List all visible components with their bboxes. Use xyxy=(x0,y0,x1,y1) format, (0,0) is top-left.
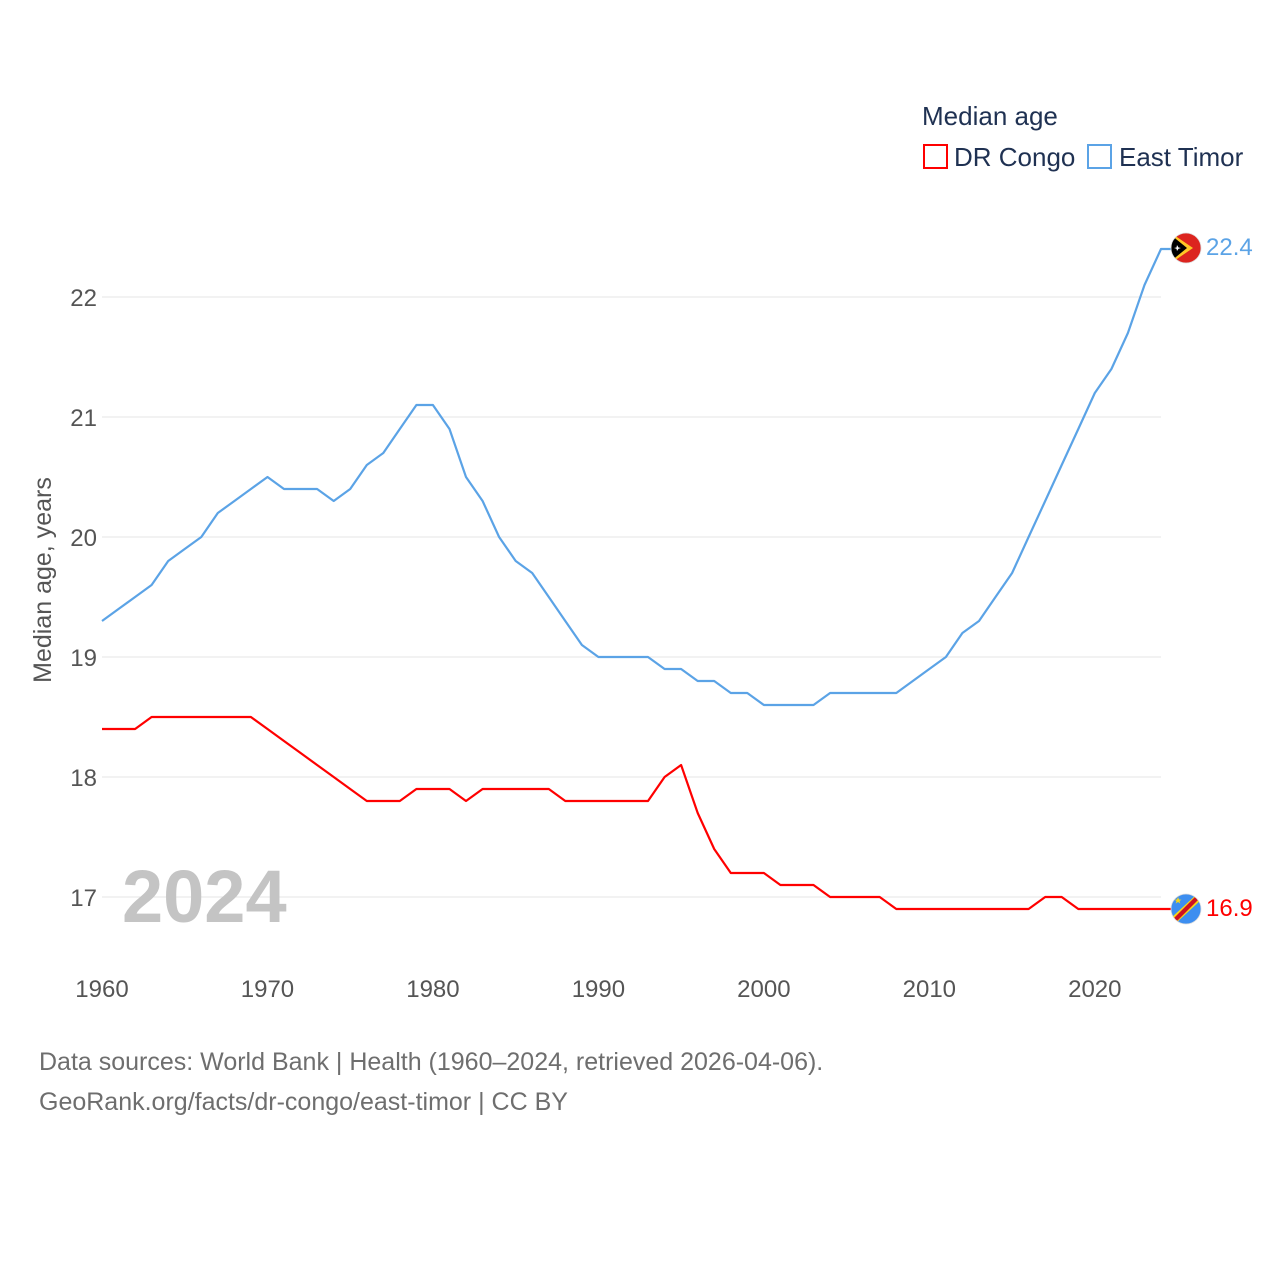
y-tick-label: 17 xyxy=(70,885,97,912)
sources-line-2[interactable]: GeoRank.org/facts/dr-congo/east-timor | … xyxy=(39,1088,568,1116)
dr-congo-flag-icon xyxy=(1170,893,1202,925)
y-tick-label: 18 xyxy=(70,765,97,792)
series-line-east-timor xyxy=(101,247,1171,707)
y-axis-label: Median age, years xyxy=(29,477,57,683)
sources-line-1: Data sources: World Bank | Health (1960–… xyxy=(39,1048,824,1076)
y-tick-label: 20 xyxy=(70,525,97,552)
legend-swatch-east-timor xyxy=(1087,144,1112,169)
end-label-dr-congo: 16.9 xyxy=(1206,895,1253,922)
end-label-east-timor: 22.4 xyxy=(1206,234,1253,261)
legend-item-east-timor[interactable]: East Timor xyxy=(1087,142,1244,172)
legend-item-dr-congo[interactable]: DR Congo xyxy=(923,142,1075,172)
series-line-dr-congo xyxy=(102,715,1171,911)
legend-title: Median age xyxy=(922,101,1058,131)
x-tick-label: 1990 xyxy=(572,976,625,1003)
x-tick-label: 1960 xyxy=(75,976,128,1003)
gridlines xyxy=(102,296,1161,898)
x-tick-label: 2010 xyxy=(903,976,956,1003)
x-axis: 1960 1970 1980 1990 2000 2010 2020 xyxy=(75,976,1121,1003)
y-tick-label: 21 xyxy=(70,405,97,432)
legend-label-dr-congo: DR Congo xyxy=(954,142,1075,172)
year-watermark: 2024 xyxy=(122,855,287,938)
x-tick-label: 1970 xyxy=(241,976,294,1003)
x-tick-label: 1980 xyxy=(406,976,459,1003)
y-axis: 17 18 19 20 21 22 xyxy=(70,285,97,912)
x-tick-label: 2000 xyxy=(737,976,790,1003)
x-tick-label: 2020 xyxy=(1068,976,1121,1003)
y-tick-label: 22 xyxy=(70,285,97,312)
east-timor-flag-icon xyxy=(1170,232,1202,264)
legend: Median age DR Congo East Timor xyxy=(922,101,1244,172)
data-sources: Data sources: World Bank | Health (1960–… xyxy=(39,1042,823,1122)
y-tick-label: 19 xyxy=(70,645,97,672)
legend-label-east-timor: East Timor xyxy=(1119,142,1244,172)
legend-swatch-dr-congo xyxy=(923,144,948,169)
